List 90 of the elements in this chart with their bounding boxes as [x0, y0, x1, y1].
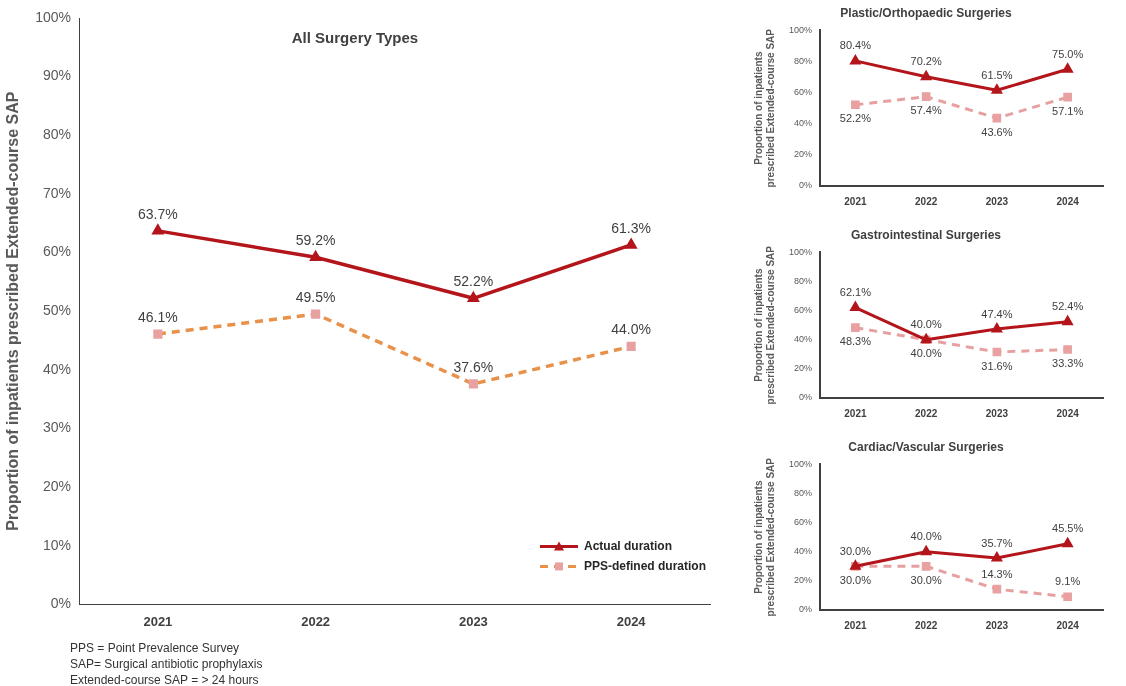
y-tick-label: 40%	[794, 546, 813, 557]
data-label: 57.4%	[910, 104, 942, 117]
data-label: 46.1%	[138, 308, 178, 325]
y-tick-label: 0%	[799, 392, 813, 403]
x-tick-label: 2022	[915, 407, 938, 419]
chart-title: Cardiac/Vascular Surgeries	[848, 439, 1005, 454]
y-tick-label: 40%	[794, 334, 813, 345]
data-label: 30.0%	[839, 573, 872, 586]
x-tick-label: 2021	[844, 195, 867, 207]
y-tick-label: 60%	[794, 305, 813, 316]
y-tick-label: 90%	[42, 67, 72, 84]
y-tick-label: 20%	[794, 575, 813, 586]
y-tick-label: 50%	[42, 302, 72, 319]
data-label: 40.0%	[910, 318, 942, 331]
y-tick-label: 30%	[42, 419, 72, 436]
y-tick-label: 80%	[794, 488, 813, 498]
data-label: 43.6%	[981, 125, 1013, 138]
y-axis-title: Proportion of inpatients prescribed Extended-course SAP	[4, 91, 22, 531]
y-tick-label: 40%	[794, 118, 813, 129]
data-label: 59.2%	[295, 232, 336, 249]
data-label: 57.1%	[1052, 104, 1084, 117]
x-tick-label: 2021	[844, 407, 867, 419]
x-tick-label: 2023	[985, 619, 1009, 631]
x-tick-label: 2023	[458, 613, 488, 629]
data-label: 52.2%	[839, 112, 872, 125]
y-tick-label: 100%	[788, 24, 813, 35]
x-tick-label: 2024	[1056, 619, 1080, 631]
x-tick-label: 2021	[844, 619, 867, 631]
chart-title: Gastrointestinal Surgeries	[850, 227, 1002, 242]
data-label: 47.4%	[981, 307, 1013, 320]
y-tick-label: 0%	[50, 595, 72, 612]
data-label: 40.0%	[910, 347, 942, 360]
x-tick-label: 2023	[985, 195, 1009, 207]
x-tick-label: 2023	[985, 407, 1009, 419]
x-tick-label: 2024	[1056, 195, 1080, 207]
data-label: 52.2%	[453, 273, 494, 290]
data-label: 31.6%	[981, 359, 1013, 372]
text: Extended-course SAP = > 24 hours	[70, 672, 260, 686]
data-label: 9.1%	[1055, 575, 1081, 588]
y-tick-label: 10%	[42, 536, 72, 553]
data-label: 35.7%	[981, 536, 1013, 549]
y-tick-label: 60%	[794, 517, 813, 528]
text: PPS = Point Prevalence Survey	[70, 640, 241, 656]
y-axis-title: Proportion of inpatients prescribed Extended-course SAP	[752, 457, 776, 617]
x-tick-label: 2024	[616, 613, 647, 629]
data-label: 70.2%	[910, 55, 942, 68]
data-label: 62.1%	[839, 286, 872, 299]
data-label: 30.0%	[839, 544, 872, 557]
data-label: 44.0%	[611, 321, 651, 338]
x-tick-label: 2022	[301, 613, 331, 629]
data-label: 37.6%	[453, 358, 494, 375]
data-label: 80.4%	[839, 39, 872, 52]
x-tick-label: 2022	[915, 619, 938, 631]
y-tick-label: 40%	[42, 360, 72, 377]
y-tick-label: 80%	[794, 276, 813, 286]
text: All Surgery Types	[291, 29, 419, 47]
data-label: 14.3%	[981, 567, 1013, 580]
data-label: 61.3%	[611, 219, 651, 236]
legend-label: Actual duration	[584, 538, 673, 553]
x-tick-label: 2022	[915, 195, 938, 207]
y-tick-label: 60%	[42, 243, 72, 260]
data-label: 63.7%	[138, 205, 178, 222]
data-label: 61.5%	[981, 68, 1013, 81]
y-tick-label: 0%	[799, 604, 813, 615]
text: SAP= Surgical antibiotic prophylaxis	[70, 656, 264, 672]
y-tick-label: 0%	[799, 180, 813, 191]
y-tick-label: 20%	[42, 477, 72, 494]
legend-label: PPS-defined duration	[584, 558, 707, 573]
y-axis-title: Proportion of inpatients prescribed Extended-course SAP	[752, 28, 776, 188]
data-label: 75.0%	[1052, 47, 1084, 60]
y-tick-label: 100%	[35, 8, 72, 25]
y-tick-label: 20%	[794, 149, 813, 160]
data-label: 40.0%	[910, 530, 942, 543]
data-label: 48.3%	[839, 335, 872, 348]
data-label: 52.4%	[1052, 300, 1084, 313]
chart-title: Plastic/Orthopaedic Surgeries	[840, 5, 1013, 20]
y-tick-label: 80%	[794, 56, 813, 66]
data-label: 45.5%	[1052, 522, 1084, 535]
x-tick-label: 2024	[1056, 407, 1080, 419]
y-axis-title: Proportion of inpatients prescribed Extended-course SAP	[752, 245, 776, 405]
data-label: 30.0%	[910, 573, 942, 586]
data-label: 49.5%	[295, 288, 336, 305]
y-tick-label: 100%	[788, 246, 813, 257]
y-tick-label: 100%	[788, 458, 813, 469]
y-tick-label: 80%	[42, 126, 72, 143]
data-label: 33.3%	[1052, 357, 1084, 370]
y-tick-label: 60%	[794, 87, 813, 98]
y-tick-label: 20%	[794, 363, 813, 374]
y-tick-label: 70%	[42, 184, 72, 201]
x-tick-label: 2021	[143, 613, 173, 629]
